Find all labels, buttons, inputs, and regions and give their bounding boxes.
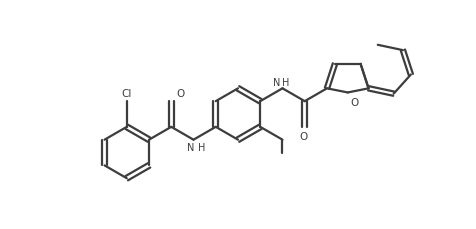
Text: Cl: Cl xyxy=(121,89,132,99)
Text: N: N xyxy=(187,142,195,152)
Text: N: N xyxy=(273,78,280,88)
Text: O: O xyxy=(299,131,308,141)
Text: O: O xyxy=(351,98,359,108)
Text: H: H xyxy=(198,142,206,152)
Text: H: H xyxy=(282,78,290,88)
Text: O: O xyxy=(176,89,185,99)
